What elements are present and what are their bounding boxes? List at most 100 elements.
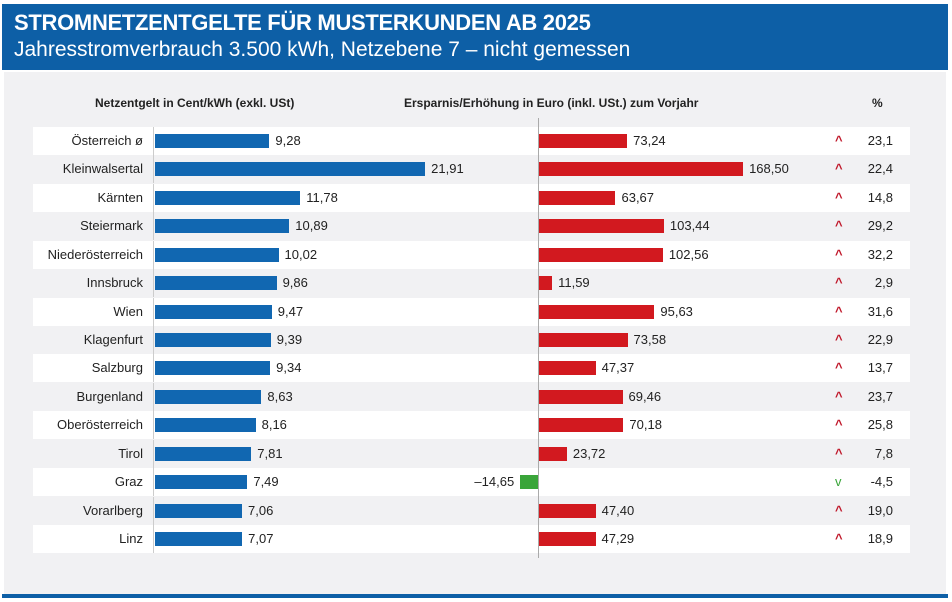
table-row: Kärnten 11,78 63,67 ^ 14,8 (33, 183, 910, 212)
row-label: Graz (114, 474, 143, 490)
change-value: 73,24 (633, 133, 666, 148)
percent-value: 18,9 (867, 531, 893, 547)
change-bar (538, 333, 628, 347)
change-bar (538, 389, 623, 404)
percent-value: 23,7 (867, 388, 893, 404)
row-separator (153, 297, 154, 326)
netzentgelt-bar (155, 389, 262, 404)
row-separator (153, 439, 154, 468)
arrow-up-icon: ^ (835, 332, 843, 347)
percent-value: 29,2 (867, 218, 893, 234)
change-value: 73,58 (633, 332, 667, 347)
netzentgelt-bar (155, 162, 426, 177)
row-label: Kärnten (97, 189, 143, 205)
arrow-up-icon: ^ (835, 189, 843, 205)
table-row: Linz 7,07 47,29 ^ 18,9 (33, 525, 910, 554)
row-separator (153, 525, 154, 554)
arrow-up-icon: ^ (835, 246, 843, 262)
row-separator (153, 127, 154, 155)
netzentgelt-bar (155, 247, 279, 262)
change-value: 102,56 (668, 246, 709, 262)
change-value: 103,44 (669, 218, 710, 234)
change-bar (538, 503, 596, 518)
netzentgelt-value: 9,47 (277, 303, 304, 319)
change-value: 23,72 (572, 445, 606, 461)
arrow-up-icon: ^ (835, 303, 843, 319)
change-bar (520, 475, 538, 490)
row-label: Linz (119, 531, 143, 547)
table-row: Tirol 7,81 23,72 ^ 7,8 (33, 439, 910, 468)
percent-value: 7,8 (874, 445, 893, 461)
netzentgelt-bar (155, 446, 252, 461)
netzentgelt-value: 9,86 (282, 275, 308, 291)
netzentgelt-value: 7,49 (253, 474, 279, 490)
row-separator (153, 468, 154, 497)
arrow-up-icon: ^ (835, 445, 843, 461)
change-bar (538, 418, 624, 433)
percent-value: 22,9 (867, 332, 893, 347)
row-label: Klagenfurt (83, 332, 143, 347)
chart-subtitle: Jahresstromverbrauch 3.500 kWh, Netzeben… (14, 38, 631, 61)
row-separator (153, 326, 154, 354)
table-row: Niederösterreich 10,02 102,56 ^ 32,2 (33, 240, 910, 269)
netzentgelt-bar (155, 361, 271, 376)
percent-value: 25,8 (867, 417, 893, 433)
table-row: Salzburg 9,34 47,37 ^ 13,7 (33, 354, 910, 383)
netzentgelt-bar (155, 134, 270, 148)
table-row: Kleinwalsertal 21,91 168,50 ^ 22,4 (33, 155, 910, 184)
table-row: Steiermark 10,89 103,44 ^ 29,2 (33, 212, 910, 241)
change-bar (538, 446, 567, 461)
percent-value: -4,5 (870, 474, 893, 490)
change-bar (538, 361, 596, 376)
netzentgelt-bar (155, 532, 243, 547)
netzentgelt-bar (155, 219, 290, 234)
row-separator (153, 411, 154, 440)
change-value: 47,40 (601, 502, 635, 518)
netzentgelt-value: 10,89 (295, 218, 328, 234)
percent-value: 2,9 (874, 275, 893, 291)
column-header-netzentgelt: Netzentgelt in Cent/kWh (exkl. USt) (95, 96, 295, 110)
change-value: 69,46 (628, 388, 662, 404)
percent-value: 14,8 (867, 189, 893, 205)
change-bar (538, 276, 553, 291)
netzentgelt-value: 10,02 (284, 246, 318, 262)
row-separator (153, 354, 154, 383)
row-separator (153, 496, 154, 525)
percent-value: 31,6 (867, 303, 893, 319)
zero-axis (538, 118, 539, 558)
netzentgelt-value: 7,81 (257, 445, 283, 461)
arrow-down-icon: v (835, 474, 842, 490)
change-value: 47,37 (601, 360, 635, 376)
percent-value: 32,2 (867, 246, 893, 262)
row-label: Tirol (118, 445, 143, 461)
netzentgelt-bar (155, 190, 301, 205)
change-value: 63,67 (621, 189, 655, 205)
change-bar (538, 532, 596, 547)
column-header-percent: % (872, 96, 883, 110)
row-separator (153, 269, 154, 298)
arrow-up-icon: ^ (835, 360, 843, 376)
row-label: Niederösterreich (47, 246, 143, 262)
bottom-rule (2, 594, 948, 598)
arrow-up-icon: ^ (835, 161, 843, 177)
arrow-up-icon: ^ (835, 502, 843, 518)
column-header-change: Ersparnis/Erhöhung in Euro (inkl. USt.) … (404, 96, 699, 110)
table-row: Oberösterreich 8,16 70,18 ^ 25,8 (33, 411, 910, 440)
arrow-up-icon: ^ (835, 531, 843, 547)
netzentgelt-bar (155, 475, 248, 490)
change-value: 168,50 (749, 161, 789, 177)
table-row: Graz 7,49 –14,65 v -4,5 (33, 468, 910, 497)
netzentgelt-value: 11,78 (306, 189, 338, 205)
row-label: Österreich ø (71, 133, 143, 148)
arrow-up-icon: ^ (835, 417, 843, 433)
row-label: Salzburg (91, 360, 143, 376)
netzentgelt-value: 8,16 (261, 417, 287, 433)
change-bar (538, 247, 663, 262)
table-row: Burgenland 8,63 69,46 ^ 23,7 (33, 382, 910, 411)
netzentgelt-value: 7,07 (248, 531, 274, 547)
percent-value: 23,1 (867, 133, 893, 148)
row-separator (153, 183, 154, 212)
netzentgelt-value: 7,06 (248, 502, 274, 518)
change-value: 95,63 (660, 303, 693, 319)
row-separator (153, 212, 154, 241)
